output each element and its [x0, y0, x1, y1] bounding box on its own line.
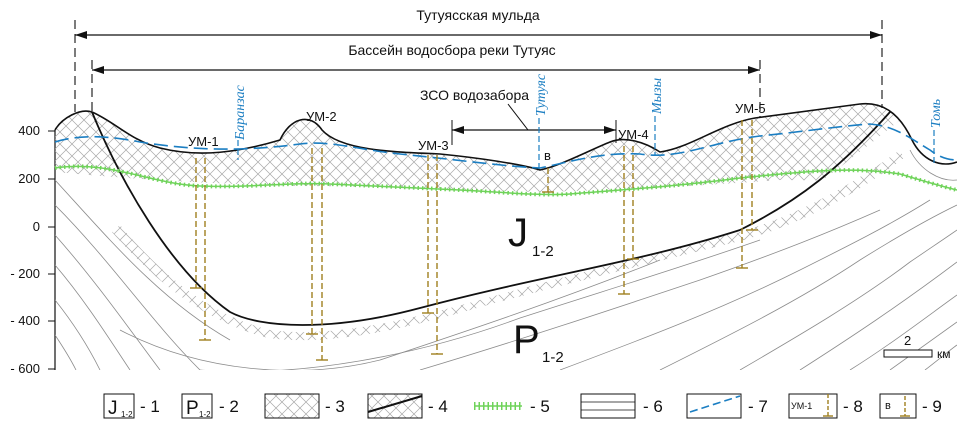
weathering-zone: [55, 103, 912, 192]
well-um3: [422, 155, 443, 355]
svg-text:- 4: - 4: [428, 397, 448, 416]
legend-item-6: - 6: [580, 393, 663, 419]
svg-text:в: в: [885, 400, 891, 412]
basin-extent: Бассейн водосбора реки Тутуяс: [91, 42, 761, 118]
svg-text:УМ-1: УМ-1: [791, 401, 812, 411]
section-body: [54, 102, 957, 371]
svg-text:- 7: - 7: [748, 397, 768, 416]
svg-text:1-2: 1-2: [121, 410, 133, 419]
y-axis: 400 200 0 - 200 - 400 - 600: [10, 123, 56, 376]
scale-bar: 2 км: [883, 333, 951, 361]
unit-j-label: J 1-2: [508, 211, 554, 260]
river-tutuyas-label: Тутуяс: [534, 73, 549, 116]
well-v: [542, 168, 554, 193]
unit-p-label: P 1-2: [513, 318, 564, 366]
svg-text:P: P: [186, 398, 199, 419]
unit-j-sub: 1-2: [532, 243, 554, 260]
y-tick-minus-600: - 600: [10, 361, 40, 376]
well-um3-label: УМ-3: [418, 138, 449, 153]
zso-label: ЗСО водозабора: [420, 87, 529, 103]
topographic-surface: [54, 102, 957, 171]
syncline-extent: Тутуясская мульда: [74, 7, 883, 112]
legend-item-4: - 4: [367, 393, 448, 419]
well-um1: [190, 158, 211, 341]
svg-text:- 2: - 2: [219, 397, 239, 416]
legend-item-2: P 1-2 - 2: [181, 393, 239, 419]
syncline-title: Тутуясская мульда: [416, 7, 540, 23]
svg-text:- 8: - 8: [843, 397, 863, 416]
water-table: [54, 123, 957, 169]
well-um5-label: УМ-5: [735, 101, 766, 116]
well-um2-label: УМ-2: [306, 109, 337, 124]
river-tom-label: Томь: [929, 99, 944, 128]
svg-text:- 3: - 3: [325, 397, 345, 416]
svg-text:1-2: 1-2: [199, 410, 211, 419]
svg-text:- 1: - 1: [140, 397, 160, 416]
svg-text:- 6: - 6: [643, 397, 663, 416]
y-tick-0: 0: [33, 219, 40, 234]
well-v-label: в: [544, 148, 551, 163]
y-tick-200: 200: [18, 171, 40, 186]
legend-item-5: - 5: [474, 397, 550, 416]
scale-value: 2: [904, 333, 911, 348]
unit-p-main: P: [513, 318, 540, 362]
strata-lines: [55, 149, 957, 371]
river-baranzas-label: Баранзас: [233, 84, 248, 141]
y-tick-400: 400: [18, 123, 40, 138]
legend-item-9: в - 9: [879, 393, 942, 419]
legend-item-1: J 1-2 - 1: [103, 393, 160, 419]
legend-item-8: УМ-1 - 8: [788, 393, 863, 419]
y-tick-minus-400: - 400: [10, 313, 40, 328]
stratigraphic-contact: [91, 111, 891, 326]
well-um4: [618, 146, 639, 295]
svg-text:J: J: [108, 398, 118, 419]
basin-title: Бассейн водосбора реки Тутуяс: [348, 42, 555, 58]
river-myzy-label: Мызы: [650, 78, 665, 115]
wells: [190, 120, 758, 361]
well-um5: [736, 120, 758, 269]
scale-unit: км: [937, 347, 951, 361]
unit-j-main: J: [508, 211, 528, 255]
legend-item-3: - 3: [264, 393, 345, 419]
well-um2: [306, 148, 328, 361]
svg-text:- 5: - 5: [530, 397, 550, 416]
legend-item-7: - 7: [686, 393, 768, 419]
svg-text:- 9: - 9: [922, 397, 942, 416]
legend: J 1-2 - 1 P 1-2 - 2 - 3 - 4 - 5 -: [103, 393, 942, 419]
unit-p-sub: 1-2: [542, 349, 564, 366]
well-um1-label: УМ-1: [188, 134, 219, 149]
well-um4-label: УМ-4: [618, 127, 649, 142]
zso-extent: ЗСО водозабора: [420, 87, 617, 145]
y-tick-minus-200: - 200: [10, 266, 40, 281]
